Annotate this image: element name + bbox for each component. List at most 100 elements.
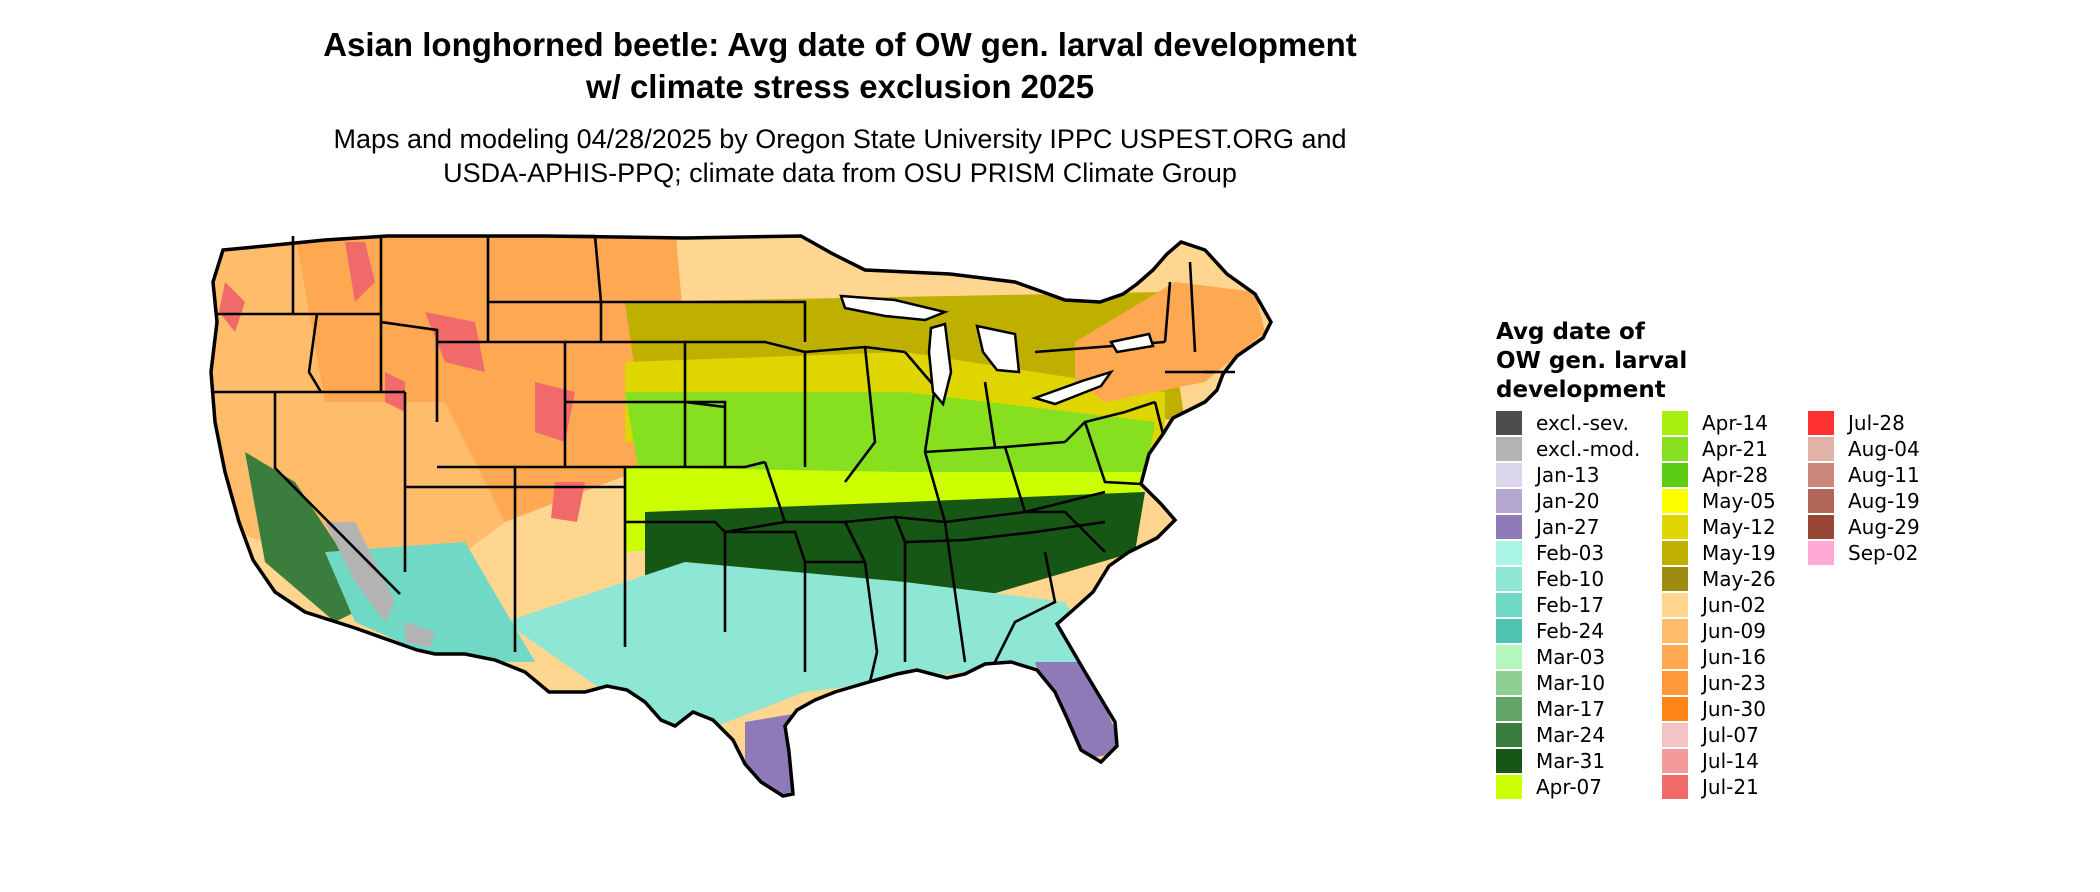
legend-column-1: excl.-sev. excl.-mod. Jan-13 Jan-20 Jan-27 Fe… xyxy=(1496,410,1640,800)
legend-label: Apr-14 xyxy=(1702,411,1768,435)
legend-swatch xyxy=(1662,645,1688,669)
legend-swatch xyxy=(1662,541,1688,565)
legend-item: Jan-20 xyxy=(1496,488,1640,514)
legend-item: Jun-23 xyxy=(1662,670,1776,696)
legend-swatch xyxy=(1496,723,1522,747)
legend-column-2: Apr-14 Apr-21 Apr-28 May-05 May-12 May-19 May-… xyxy=(1662,410,1776,800)
legend-label: Mar-10 xyxy=(1536,671,1606,695)
legend-item: Jun-09 xyxy=(1662,618,1776,644)
map-title-line1: Asian longhorned beetle: Avg date of OW … xyxy=(323,26,1357,63)
legend-swatch xyxy=(1496,775,1522,799)
legend-label: May-26 xyxy=(1702,567,1776,591)
legend-swatch xyxy=(1496,697,1522,721)
legend-item: Apr-21 xyxy=(1662,436,1776,462)
legend-swatch xyxy=(1662,593,1688,617)
legend-label: Jul-07 xyxy=(1702,723,1759,747)
map-region xyxy=(325,522,435,647)
legend-item: Apr-14 xyxy=(1662,410,1776,436)
legend-swatch xyxy=(1808,437,1834,461)
legend-item: Jun-30 xyxy=(1662,696,1776,722)
legend-item: May-05 xyxy=(1662,488,1776,514)
legend-swatch xyxy=(1662,775,1688,799)
legend-item: Aug-11 xyxy=(1808,462,1920,488)
legend-swatch xyxy=(1662,749,1688,773)
map-region xyxy=(1075,282,1265,402)
legend-swatch xyxy=(1662,723,1688,747)
legend-label: Jun-09 xyxy=(1702,619,1766,643)
legend-swatch xyxy=(1496,671,1522,695)
legend-item: Mar-03 xyxy=(1496,644,1640,670)
legend: Avg date of OW gen. larval development e… xyxy=(1496,318,1926,818)
legend-swatch xyxy=(1496,515,1522,539)
map-title-line2: w/ climate stress exclusion 2025 xyxy=(585,68,1095,105)
legend-label: Aug-19 xyxy=(1848,489,1920,513)
legend-label: May-12 xyxy=(1702,515,1776,539)
map-subtitle-line1: Maps and modeling 04/28/2025 by Oregon S… xyxy=(333,124,1347,154)
legend-item: excl.-sev. xyxy=(1496,410,1640,436)
legend-label: Jan-27 xyxy=(1536,515,1600,539)
legend-item: May-19 xyxy=(1662,540,1776,566)
legend-label: excl.-sev. xyxy=(1536,411,1629,435)
legend-label: Feb-03 xyxy=(1536,541,1605,565)
legend-swatch xyxy=(1662,437,1688,461)
legend-label: Feb-17 xyxy=(1536,593,1605,617)
legend-title: Avg date of OW gen. larval development xyxy=(1496,318,1756,405)
legend-title-line: development xyxy=(1496,377,1666,403)
legend-swatch xyxy=(1662,619,1688,643)
legend-label: Jun-02 xyxy=(1702,593,1766,617)
legend-label: Feb-10 xyxy=(1536,567,1605,591)
legend-swatch xyxy=(1496,567,1522,591)
legend-item: Mar-10 xyxy=(1496,670,1640,696)
legend-label: Mar-03 xyxy=(1536,645,1606,669)
legend-item: Mar-17 xyxy=(1496,696,1640,722)
state-borders xyxy=(213,234,1235,683)
legend-label: Jan-20 xyxy=(1536,489,1600,513)
legend-column-3: Jul-28 Aug-04 Aug-11 Aug-19 Aug-29 Sep-02 xyxy=(1808,410,1920,566)
legend-swatch xyxy=(1662,671,1688,695)
legend-item: Jul-21 xyxy=(1662,774,1776,800)
legend-swatch xyxy=(1808,541,1834,565)
legend-item: Aug-04 xyxy=(1808,436,1920,462)
legend-item: Jan-13 xyxy=(1496,462,1640,488)
legend-item: Aug-29 xyxy=(1808,514,1920,540)
legend-swatch xyxy=(1662,411,1688,435)
legend-item: Jul-28 xyxy=(1808,410,1920,436)
legend-item: Mar-24 xyxy=(1496,722,1640,748)
legend-label: Sep-02 xyxy=(1848,541,1919,565)
legend-swatch xyxy=(1496,645,1522,669)
legend-item: Feb-03 xyxy=(1496,540,1640,566)
legend-item: Feb-24 xyxy=(1496,618,1640,644)
map-region xyxy=(219,242,585,522)
us-map-svg xyxy=(209,234,1273,798)
legend-label: Jul-14 xyxy=(1702,749,1759,773)
legend-label: Jul-28 xyxy=(1848,411,1905,435)
legend-swatch xyxy=(1808,515,1834,539)
legend-label: Mar-24 xyxy=(1536,723,1606,747)
legend-item: May-26 xyxy=(1662,566,1776,592)
great-lakes xyxy=(839,294,1155,407)
legend-item: Aug-19 xyxy=(1808,488,1920,514)
legend-item: Feb-17 xyxy=(1496,592,1640,618)
legend-label: May-19 xyxy=(1702,541,1776,565)
legend-label: Mar-17 xyxy=(1536,697,1606,721)
legend-title-line: OW gen. larval xyxy=(1496,348,1688,374)
us-map xyxy=(205,222,1455,892)
legend-label: Apr-21 xyxy=(1702,437,1768,461)
legend-label: Feb-24 xyxy=(1536,619,1605,643)
legend-label: Mar-31 xyxy=(1536,749,1606,773)
legend-swatch xyxy=(1496,541,1522,565)
legend-item: Feb-10 xyxy=(1496,566,1640,592)
legend-swatch xyxy=(1496,411,1522,435)
legend-label: Jun-16 xyxy=(1702,645,1766,669)
legend-swatch xyxy=(1496,593,1522,617)
legend-swatch xyxy=(1496,437,1522,461)
legend-swatch xyxy=(1662,463,1688,487)
legend-item: Jun-02 xyxy=(1662,592,1776,618)
legend-item: Jun-16 xyxy=(1662,644,1776,670)
legend-label: May-05 xyxy=(1702,489,1776,513)
legend-item: excl.-mod. xyxy=(1496,436,1640,462)
legend-label: Jul-21 xyxy=(1702,775,1759,799)
legend-swatch xyxy=(1496,463,1522,487)
legend-swatch xyxy=(1496,489,1522,513)
us-border xyxy=(209,234,1273,798)
